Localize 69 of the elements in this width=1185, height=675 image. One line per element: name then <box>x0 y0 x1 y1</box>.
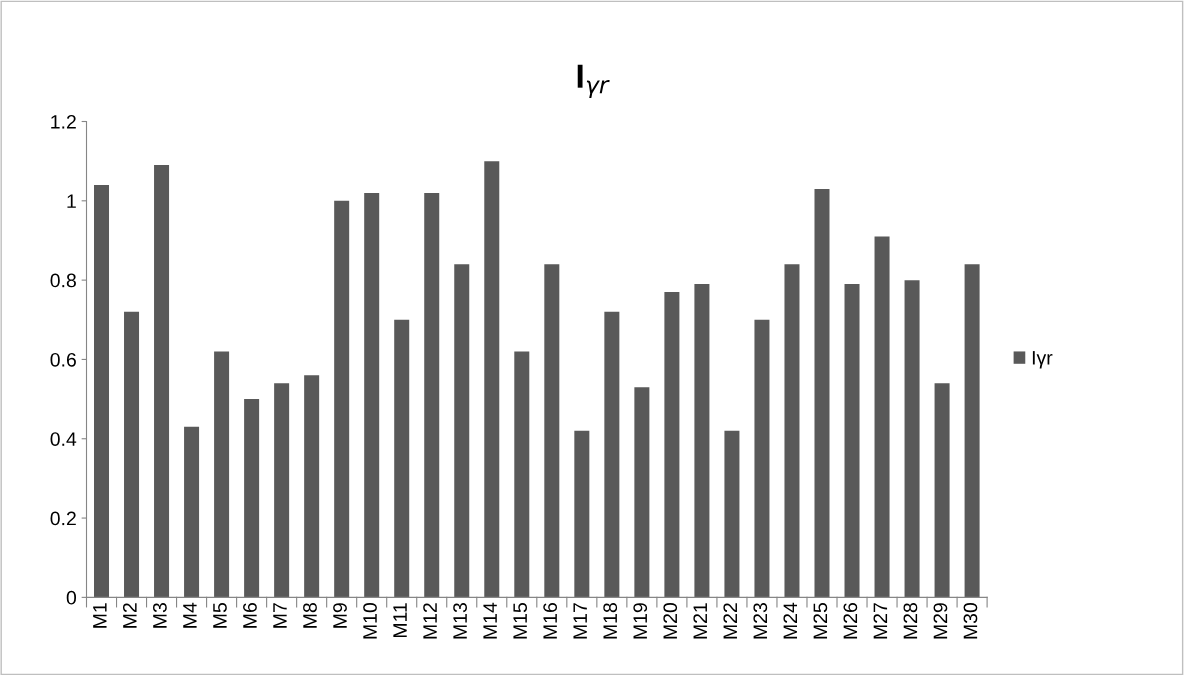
x-tick-label: M17 <box>573 603 587 639</box>
bar <box>334 200 350 598</box>
x-tick-label: M6 <box>243 603 257 628</box>
x-tick-label: M13 <box>453 603 467 639</box>
bar <box>574 430 590 598</box>
bar <box>544 264 560 598</box>
bar <box>844 284 860 598</box>
bar <box>454 264 470 598</box>
bar <box>244 399 260 598</box>
x-tick-label: M24 <box>783 602 797 639</box>
x-tick-label: M27 <box>873 603 888 639</box>
y-tick-label: 0.4 <box>50 432 77 446</box>
bar <box>784 264 800 598</box>
x-tick-label: M3 <box>153 603 167 628</box>
x-tick-label: M23 <box>753 603 768 639</box>
x-tick-label: M11 <box>393 603 407 638</box>
bar <box>214 351 230 598</box>
bar <box>814 188 830 598</box>
y-tick-label: 0 <box>66 590 77 605</box>
x-tick-label: M10 <box>363 602 377 639</box>
x-tick-label: M21 <box>693 603 707 639</box>
x-tick-label: M9 <box>333 603 347 628</box>
bar <box>154 165 170 598</box>
y-tick-label: 0.6 <box>50 352 76 367</box>
x-tick-label: M14 <box>483 602 497 639</box>
y-tick-label: 1.2 <box>51 114 76 129</box>
x-tick-label: M1 <box>93 603 107 628</box>
bar <box>904 280 920 598</box>
bar <box>184 426 200 598</box>
bar <box>394 319 410 598</box>
x-tick-label: M8 <box>303 603 317 628</box>
bar <box>694 284 710 598</box>
y-tick-label: 0.8 <box>50 273 76 288</box>
bar <box>124 311 140 598</box>
x-tick-label: M2 <box>122 603 137 628</box>
x-tick-label: M26 <box>843 603 858 639</box>
bar <box>604 311 620 598</box>
x-tick-label: M25 <box>813 603 828 639</box>
y-tick-label: 0.2 <box>50 511 76 526</box>
x-tick-label: M28 <box>903 603 918 639</box>
legend-label: Iγr <box>1032 351 1053 369</box>
x-tick-label: M16 <box>543 603 558 639</box>
chart-title: I$_{γr}$ <box>577 64 610 98</box>
x-tick-label: M20 <box>663 602 678 639</box>
x-tick-label: M5 <box>213 603 227 628</box>
bar <box>424 192 440 598</box>
bar <box>304 375 320 598</box>
bar <box>484 161 500 598</box>
bar <box>514 351 530 598</box>
y-tick-label: 1 <box>67 194 76 208</box>
bar <box>964 264 980 598</box>
x-tick-label: M29 <box>933 603 948 639</box>
bar <box>634 387 650 598</box>
x-tick-label: M7 <box>273 603 287 628</box>
x-tick-label: M18 <box>603 603 618 639</box>
x-tick-label: M22 <box>723 603 737 639</box>
bar <box>754 319 770 598</box>
bar <box>664 292 680 598</box>
x-tick-label: M12 <box>423 603 437 639</box>
bar <box>874 236 890 598</box>
bar <box>934 383 950 598</box>
x-tick-label: M15 <box>513 603 528 639</box>
bar <box>94 184 110 598</box>
bar <box>274 383 290 598</box>
x-tick-label: M19 <box>633 603 648 639</box>
x-tick-label: M4 <box>183 602 197 628</box>
bar <box>724 430 740 598</box>
x-tick-label: M30 <box>963 602 978 639</box>
bar <box>364 192 380 598</box>
